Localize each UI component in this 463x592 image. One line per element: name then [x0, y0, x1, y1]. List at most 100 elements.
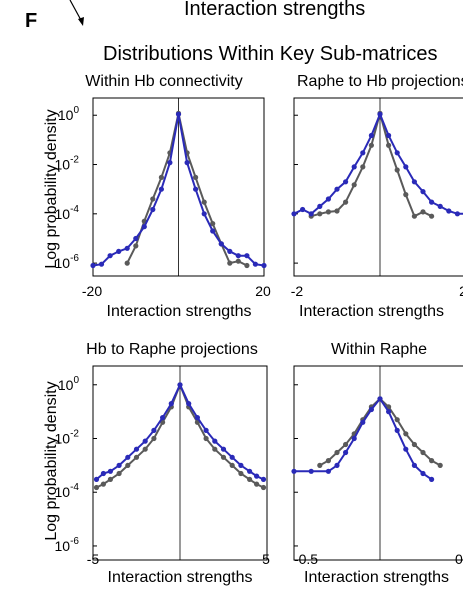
data-point	[386, 132, 392, 139]
data-point	[394, 150, 400, 156]
data-point	[227, 248, 233, 254]
data-point	[403, 164, 409, 170]
data-point	[203, 427, 209, 433]
data-point	[116, 470, 122, 477]
data-point	[244, 253, 250, 259]
data-point	[394, 167, 400, 173]
data-point	[343, 179, 349, 185]
panel-letter: F	[25, 10, 37, 32]
data-point	[260, 484, 267, 491]
data-point	[420, 470, 426, 477]
data-point	[386, 142, 392, 148]
pointer-arrow-icon	[78, 17, 84, 26]
data-point	[260, 476, 267, 482]
data-point	[377, 111, 383, 117]
x-axis-label: Interaction strengths	[304, 569, 449, 586]
panel-hb-to-raphe: Hb to Raphe projections 10010-210-410-6 …	[43, 341, 270, 586]
data-point	[133, 446, 140, 452]
data-point	[151, 427, 157, 433]
data-point	[254, 473, 260, 479]
x-axis-label: Interaction strengths	[299, 303, 444, 320]
data-point	[334, 186, 340, 192]
data-point	[133, 243, 139, 249]
data-point	[343, 449, 349, 456]
x-tick-label-min: -2	[291, 283, 304, 299]
data-point	[150, 196, 156, 202]
panel-within-raphe: Within Raphe -0.5 0.5 Interaction streng…	[291, 341, 463, 586]
data-point	[193, 174, 199, 180]
y-tick-exponent: -6	[70, 536, 79, 547]
data-point	[100, 481, 106, 487]
data-point	[368, 132, 374, 139]
data-point	[325, 196, 331, 202]
plot-area	[291, 98, 463, 276]
data-point	[317, 211, 323, 217]
data-point	[175, 111, 182, 117]
data-point	[210, 221, 216, 227]
data-point	[201, 211, 207, 217]
data-point	[343, 199, 349, 205]
x-axis-label: Interaction strengths	[108, 569, 253, 586]
data-point	[411, 179, 417, 185]
x-tick-label-max: 2	[459, 283, 463, 299]
data-point	[238, 470, 244, 477]
y-tick-exponent: -4	[70, 204, 79, 215]
data-point	[325, 209, 331, 215]
data-point	[437, 203, 443, 209]
data-point	[220, 454, 227, 460]
data-point	[394, 427, 400, 433]
y-tick-exponent: -4	[70, 482, 79, 493]
panel-title: Within Hb connectivity	[85, 73, 242, 90]
data-point	[93, 476, 100, 482]
data-point	[420, 189, 426, 195]
data-point	[100, 470, 106, 477]
data-point	[203, 435, 209, 442]
data-point	[429, 213, 435, 219]
data-point	[351, 435, 357, 442]
data-point	[377, 396, 383, 402]
data-point	[244, 262, 250, 269]
data-point	[368, 142, 374, 148]
data-point	[201, 199, 207, 205]
data-point	[247, 468, 253, 474]
data-point	[429, 199, 435, 205]
panel-title: Hb to Raphe projections	[86, 341, 258, 358]
data-point	[220, 446, 227, 452]
data-point	[386, 409, 392, 415]
data-point	[437, 462, 443, 468]
data-point	[133, 454, 140, 460]
data-point	[107, 253, 113, 259]
data-point	[403, 446, 409, 452]
x-tick-label-min: -20	[82, 283, 102, 299]
x-tick-label-max: 0.5	[455, 551, 463, 567]
data-point	[446, 208, 452, 214]
data-point	[429, 458, 435, 464]
y-axis-label: Log probability density	[43, 381, 60, 540]
data-point	[141, 224, 147, 230]
y-axis-label: Log probability density	[43, 109, 60, 268]
panel-raphe-to-hb: Raphe to Hb projections -2 2 Interaction…	[291, 73, 463, 320]
panel-title: Raphe to Hb projections	[297, 73, 463, 90]
data-point	[317, 203, 323, 209]
data-point	[125, 454, 131, 460]
data-point	[125, 462, 131, 468]
data-point	[218, 241, 224, 247]
data-point	[212, 446, 218, 452]
panel-title: Within Raphe	[331, 341, 427, 358]
y-tick-exponent: -2	[70, 429, 79, 440]
data-point	[325, 468, 331, 474]
top-title: Interaction strengths	[184, 0, 365, 20]
data-point	[351, 164, 357, 170]
data-point	[238, 462, 244, 468]
data-point	[227, 260, 233, 266]
data-point	[186, 401, 192, 407]
data-point	[177, 382, 183, 388]
data-point	[308, 468, 314, 474]
x-tick-label-min: -5	[87, 551, 100, 567]
series-line-1	[293, 111, 463, 215]
data-point	[291, 211, 297, 217]
data-point	[150, 206, 156, 213]
data-point	[429, 476, 435, 482]
